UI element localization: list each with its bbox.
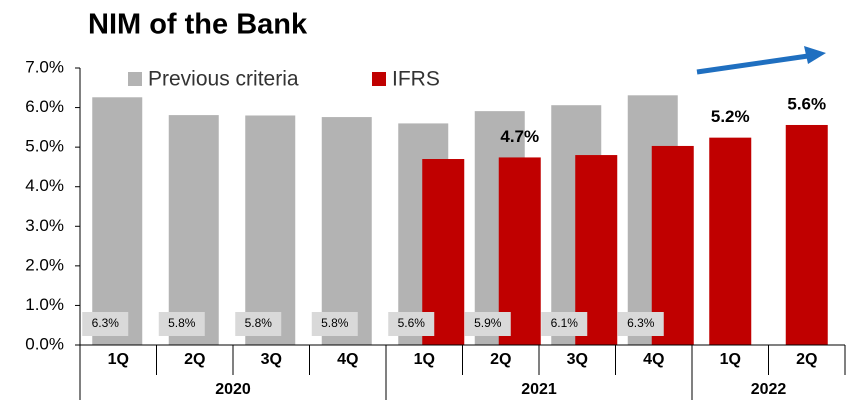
- x-tick-label: 1Q: [108, 351, 129, 368]
- legend-label: IFRS: [392, 68, 440, 91]
- value-label: 6.3%: [627, 316, 655, 330]
- bar: [785, 124, 828, 346]
- value-label: 5.2%: [711, 107, 750, 126]
- chart-title: NIM of the Bank: [88, 9, 308, 41]
- value-label: 4.7%: [500, 127, 539, 146]
- value-label: 5.6%: [398, 316, 426, 330]
- x-tick-label: 3Q: [261, 351, 282, 368]
- value-label-box: [541, 312, 588, 336]
- value-label-box: [311, 312, 358, 336]
- y-tick-label: 3.0%: [25, 216, 64, 235]
- group-label: 2021: [521, 381, 557, 398]
- y-tick-label: 2.0%: [25, 255, 64, 274]
- group-label: 2022: [751, 381, 787, 398]
- y-tick-label: 7.0%: [25, 57, 64, 76]
- bar: [651, 145, 694, 345]
- value-label: 6.1%: [551, 316, 579, 330]
- value-label: 5.9%: [474, 316, 502, 330]
- value-label: 5.8%: [321, 316, 349, 330]
- value-label-box: [82, 312, 129, 336]
- value-label: 5.8%: [168, 316, 196, 330]
- value-label-box: [235, 312, 282, 336]
- legend-label: Previous criteria: [148, 68, 299, 91]
- bar: [709, 137, 752, 345]
- x-tick-label: 4Q: [337, 351, 358, 368]
- legend-swatch: [372, 72, 386, 86]
- bar: [168, 115, 219, 345]
- y-tick-label: 0.0%: [25, 334, 64, 353]
- y-tick-label: 5.0%: [25, 137, 64, 156]
- y-tick-label: 1.0%: [25, 295, 64, 314]
- group-label: 2020: [215, 381, 251, 398]
- value-label: 6.3%: [92, 316, 120, 330]
- value-label: 5.6%: [787, 94, 826, 113]
- bar: [92, 97, 143, 345]
- legend-swatch: [128, 72, 142, 86]
- value-label-box: [464, 312, 511, 336]
- y-tick-label: 4.0%: [25, 176, 64, 195]
- x-tick-label: 1Q: [720, 351, 741, 368]
- value-label-box: [158, 312, 205, 336]
- value-label-box: [617, 312, 664, 336]
- trend-arrow: [696, 46, 826, 75]
- bar: [245, 115, 296, 345]
- y-tick-label: 6.0%: [25, 97, 64, 116]
- x-tick-label: 3Q: [567, 351, 588, 368]
- x-tick-label: 4Q: [643, 351, 664, 368]
- x-tick-label: 1Q: [414, 351, 435, 368]
- x-tick-label: 2Q: [184, 351, 205, 368]
- bar: [321, 117, 372, 345]
- value-label-box: [388, 312, 435, 336]
- x-tick-label: 2Q: [490, 351, 511, 368]
- value-label: 5.8%: [245, 316, 273, 330]
- x-tick-label: 2Q: [796, 351, 817, 368]
